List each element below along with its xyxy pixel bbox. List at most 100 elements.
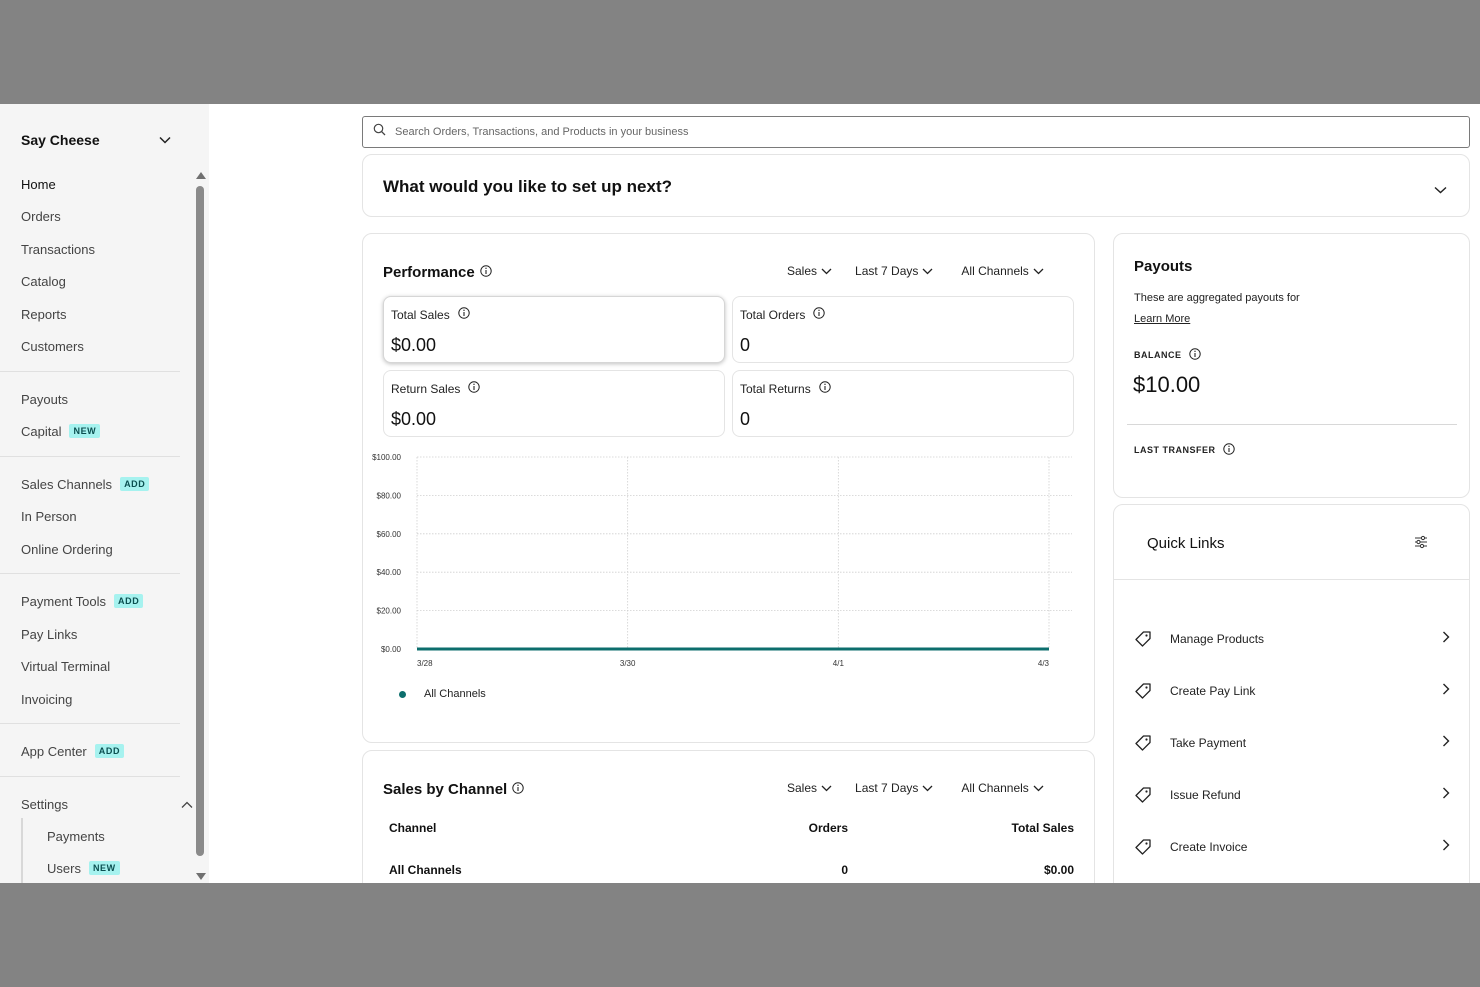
- date-range-dropdown[interactable]: Last 7 Days: [855, 264, 933, 278]
- learn-more-link[interactable]: Learn More: [1134, 313, 1191, 325]
- performance-title: Performance: [383, 264, 492, 281]
- sidebar-item-sales-channels[interactable]: Sales Channels ADD: [21, 475, 150, 493]
- performance-card: Performance Sales Last 7 Days All Channe…: [362, 233, 1095, 743]
- info-icon[interactable]: [480, 264, 492, 281]
- date-range-dropdown[interactable]: Last 7 Days: [855, 781, 933, 795]
- quick-link-label: Create Pay Link: [1170, 684, 1256, 698]
- sidebar-item-label: Settings: [21, 796, 68, 812]
- info-icon[interactable]: [1222, 443, 1235, 457]
- sidebar-item-invoicing[interactable]: Invoicing: [21, 690, 72, 708]
- new-badge: NEW: [69, 424, 101, 438]
- setup-next-card[interactable]: What would you like to set up next?: [362, 154, 1470, 217]
- info-icon[interactable]: [1188, 348, 1201, 362]
- channel-filter-dropdown[interactable]: All Channels: [961, 264, 1044, 278]
- y-tick-label: $60.00: [377, 530, 402, 539]
- metric-filter-dropdown[interactable]: Sales: [787, 264, 832, 278]
- scroll-up-arrow[interactable]: [196, 172, 206, 179]
- metric-label: Total Returns: [740, 381, 831, 396]
- sales-by-channel-title-text: Sales by Channel: [383, 781, 508, 798]
- balance-label: BALANCE: [1134, 348, 1201, 362]
- quick-link-issue-refund[interactable]: Issue Refund: [1134, 783, 1450, 807]
- quick-link-take-payment[interactable]: Take Payment: [1134, 731, 1450, 755]
- sidebar-item-label: Catalog: [21, 273, 66, 289]
- sales-by-channel-filters: Sales Last 7 Days All Channels: [787, 781, 1062, 795]
- payouts-description: These are aggregated payouts for: [1134, 292, 1300, 304]
- payouts-title: Payouts: [1134, 258, 1193, 275]
- sidebar-item-payment-tools[interactable]: Payment Tools ADD: [21, 592, 144, 610]
- chevron-right-icon: [1442, 838, 1450, 856]
- sliders-icon[interactable]: [1414, 535, 1428, 554]
- chevron-right-icon: [1442, 682, 1450, 700]
- app-window: Say Cheese Home Orders Transactions Cata…: [0, 104, 1480, 883]
- sidebar-item-capital[interactable]: Capital NEW: [21, 422, 101, 440]
- sidebar-item-transactions[interactable]: Transactions: [21, 240, 95, 258]
- sidebar-item-settings[interactable]: Settings: [21, 795, 193, 813]
- sidebar-item-orders[interactable]: Orders: [21, 207, 61, 225]
- sidebar-scrollbar-thumb[interactable]: [196, 186, 204, 856]
- sidebar-item-pay-links[interactable]: Pay Links: [21, 625, 77, 643]
- tag-icon: [1134, 786, 1156, 804]
- quick-link-create-invoice[interactable]: Create Invoice: [1134, 835, 1450, 859]
- sidebar-item-virtual-terminal[interactable]: Virtual Terminal: [21, 657, 110, 675]
- sidebar-item-payouts[interactable]: Payouts: [21, 390, 68, 408]
- info-icon[interactable]: [819, 381, 831, 396]
- sidebar-item-label: Payouts: [21, 391, 68, 407]
- info-icon[interactable]: [813, 307, 826, 322]
- x-tick-label: 4/3: [1038, 659, 1050, 668]
- sidebar-item-app-center[interactable]: App Center ADD: [21, 742, 125, 760]
- channel-filter-dropdown[interactable]: All Channels: [961, 781, 1044, 795]
- sidebar-item-users[interactable]: Users NEW: [47, 859, 120, 877]
- sidebar-item-label: Transactions: [21, 241, 95, 257]
- setup-title: What would you like to set up next?: [383, 177, 673, 196]
- sidebar-item-online-ordering[interactable]: Online Ordering: [21, 540, 113, 558]
- sidebar-item-home[interactable]: Home: [21, 175, 56, 193]
- scroll-down-arrow[interactable]: [196, 873, 206, 880]
- metric-total-sales[interactable]: Total Sales $0.00: [383, 296, 725, 363]
- info-icon[interactable]: [468, 381, 481, 396]
- business-switcher[interactable]: Say Cheese: [21, 130, 171, 150]
- sales-by-channel-title: Sales by Channel: [383, 781, 524, 798]
- quick-links-card: Quick Links Manage Products Create Pay L…: [1113, 504, 1470, 883]
- chart-legend: All Channels: [399, 688, 486, 700]
- settings-submenu-line: [21, 818, 23, 883]
- filter-label: Last 7 Days: [855, 264, 919, 278]
- quick-link-create-pay-link[interactable]: Create Pay Link: [1134, 679, 1450, 703]
- y-tick-label: $0.00: [381, 645, 402, 654]
- sidebar-item-customers[interactable]: Customers: [21, 337, 84, 355]
- quick-link-label: Manage Products: [1170, 632, 1265, 646]
- metric-total-orders[interactable]: Total Orders 0: [732, 296, 1074, 363]
- sidebar-item-label: Home: [21, 176, 56, 192]
- column-header-channel[interactable]: Channel: [389, 821, 437, 835]
- metric-label-text: Total Sales: [391, 307, 450, 322]
- sidebar-item-reports[interactable]: Reports: [21, 305, 67, 323]
- sidebar-item-label: In Person: [21, 508, 77, 524]
- last-transfer-label-text: LAST TRANSFER: [1134, 445, 1216, 455]
- search-input[interactable]: [395, 126, 1295, 138]
- metric-return-sales[interactable]: Return Sales $0.00: [383, 370, 725, 437]
- chevron-right-icon: [1442, 630, 1450, 648]
- metric-label: Total Sales: [391, 307, 470, 322]
- sidebar-item-in-person[interactable]: In Person: [21, 507, 77, 525]
- info-icon[interactable]: [458, 307, 470, 322]
- x-tick-label: 3/28: [417, 659, 433, 668]
- x-tick-label: 3/30: [620, 659, 636, 668]
- column-header-orders[interactable]: Orders: [808, 821, 848, 835]
- metric-filter-dropdown[interactable]: Sales: [787, 781, 832, 795]
- quick-link-manage-products[interactable]: Manage Products: [1134, 627, 1450, 651]
- column-header-total-sales[interactable]: Total Sales: [1011, 821, 1074, 835]
- sidebar-item-label: Sales Channels: [21, 476, 113, 492]
- sidebar-item-label: Reports: [21, 306, 67, 322]
- quick-link-label: Take Payment: [1170, 736, 1247, 750]
- sidebar-item-payments[interactable]: Payments: [47, 827, 105, 845]
- legend-label: All Channels: [424, 688, 486, 700]
- chevron-down-icon[interactable]: [1434, 181, 1447, 199]
- filter-label: Sales: [787, 264, 818, 278]
- search-bar[interactable]: [362, 116, 1470, 148]
- chevron-right-icon: [1442, 786, 1450, 804]
- sidebar-divider: [0, 723, 180, 724]
- info-icon[interactable]: [512, 781, 524, 798]
- add-badge: ADD: [114, 594, 144, 608]
- sidebar-item-catalog[interactable]: Catalog: [21, 272, 66, 290]
- metric-total-returns[interactable]: Total Returns 0: [732, 370, 1074, 437]
- filter-label: All Channels: [961, 264, 1029, 278]
